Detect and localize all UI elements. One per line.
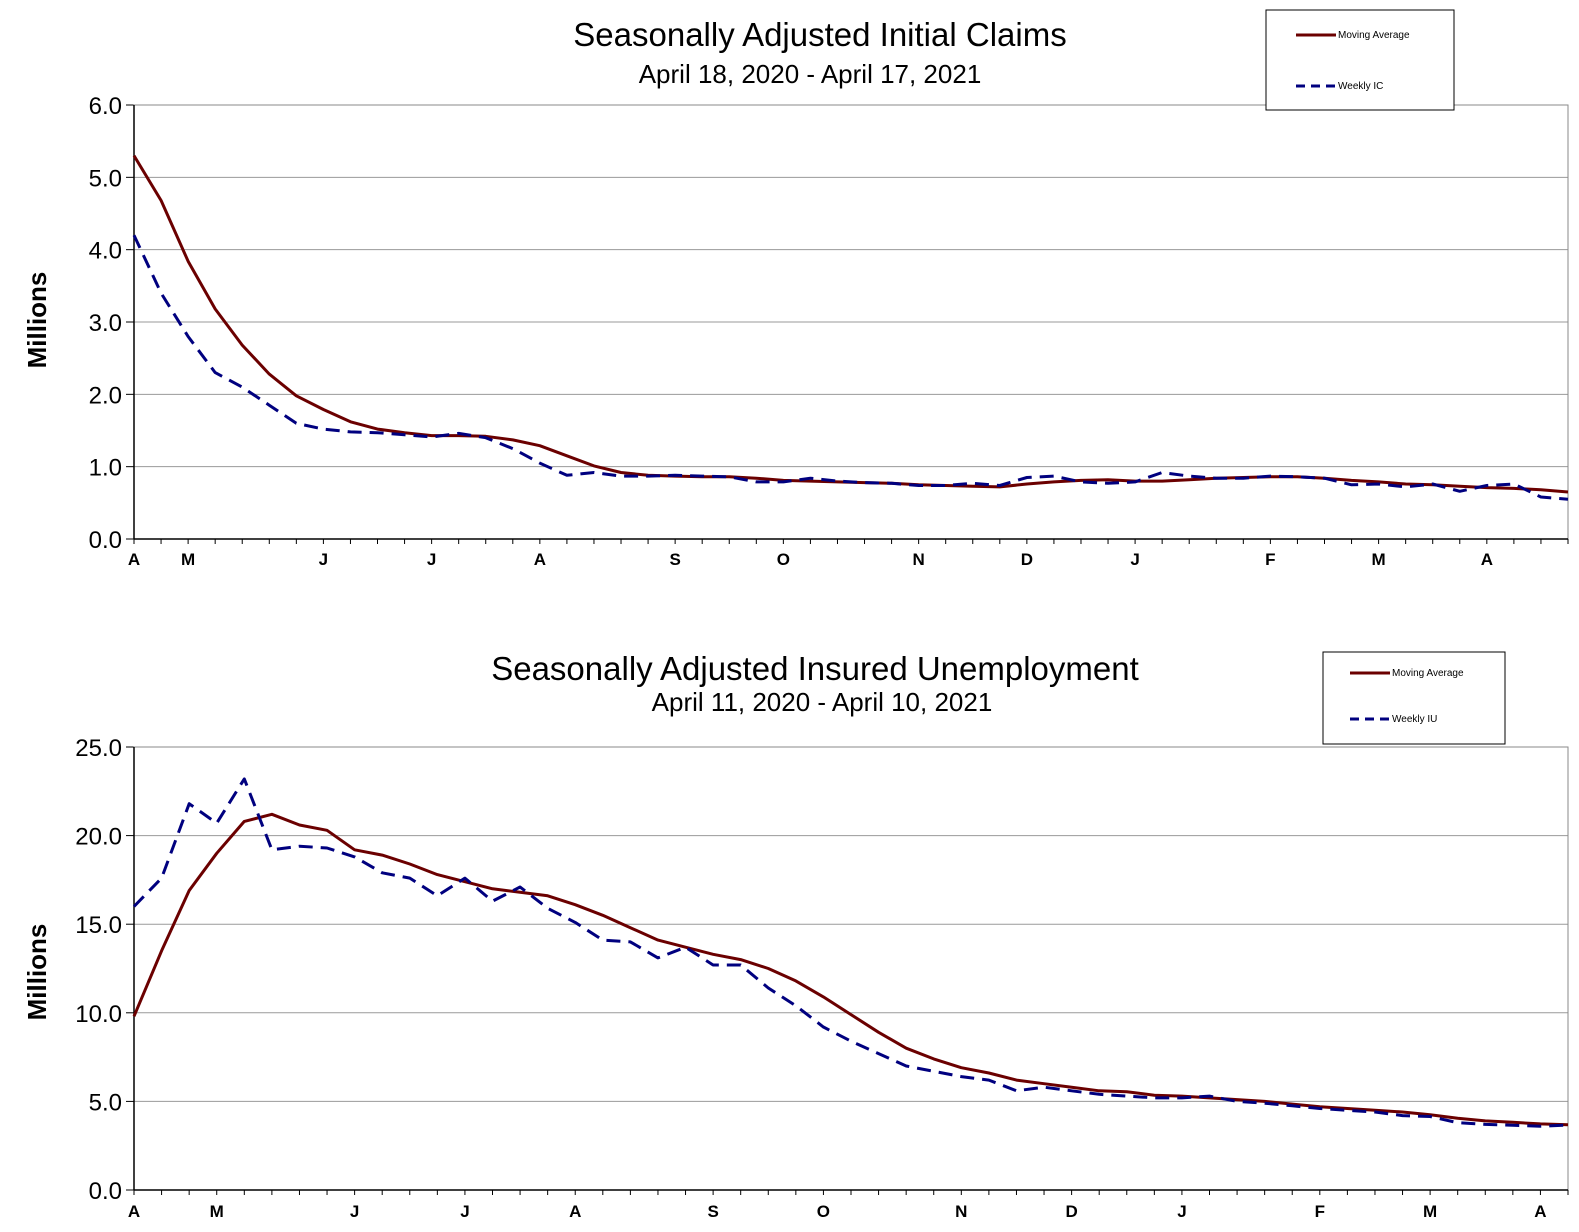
x-tick-label: A	[128, 1202, 140, 1221]
y-tick-label: 20.0	[75, 824, 122, 851]
y-tick-label: 0.0	[89, 527, 122, 554]
y-tick-label: 5.0	[89, 1089, 122, 1116]
x-tick-label: J	[319, 550, 328, 569]
plot-area: 0.0 5.0 10.0 15.0 20.0 25.0 A M J J A S O N D J F M A	[75, 735, 1569, 1221]
y-tick-label: 2.0	[89, 382, 122, 409]
x-tick-label: S	[707, 1202, 718, 1221]
series-line-weekly-iu	[132, 777, 1569, 1128]
y-tick-label: 25.0	[75, 735, 122, 762]
x-tick-label: J	[427, 550, 436, 569]
x-tick-label: N	[955, 1202, 967, 1221]
x-tick-label: J	[460, 1202, 469, 1221]
x-tick-label: D	[1065, 1202, 1077, 1221]
y-tick-label: 10.0	[75, 1001, 122, 1028]
y-tick-label: 3.0	[89, 310, 122, 337]
x-tick-label: M	[1423, 1202, 1437, 1221]
x-tick-label: A	[1481, 550, 1493, 569]
plot-frame	[133, 746, 1569, 1191]
series-line-moving-average	[132, 812, 1569, 1127]
x-tick-label: A	[128, 550, 140, 569]
x-tick-label: A	[534, 550, 546, 569]
x-tick-label: J	[1177, 1202, 1186, 1221]
x-tick-label: J	[1130, 550, 1139, 569]
x-tick-label: A	[569, 1202, 581, 1221]
x-tick-label: A	[1534, 1202, 1546, 1221]
insured-unemployment-svg: 0.0 5.0 10.0 15.0 20.0 25.0 A M J J A S O N D J F M A Seas…	[22, 650, 1569, 1221]
chart-title: Seasonally Adjusted Insured Unemployment	[491, 650, 1139, 687]
plot-area: 0.0 1.0 2.0 3.0 4.0 5.0 6.0 A M J J A S O N D J F M A	[89, 93, 1569, 569]
series-line-moving-average	[132, 154, 1569, 494]
y-tick-label: 0.0	[89, 1178, 122, 1205]
y-tick-label: 4.0	[89, 238, 122, 265]
x-tick-label: O	[817, 1202, 830, 1221]
legend-label-moving-average: Moving Average	[1338, 30, 1410, 41]
insured-unemployment-chart: 0.0 5.0 10.0 15.0 20.0 25.0 A M J J A S O N D J F M A Seas…	[0, 640, 1579, 1232]
x-tick-label: N	[913, 550, 925, 569]
x-tick-label: S	[669, 550, 680, 569]
legend: Moving Average Weekly IC	[1265, 9, 1455, 111]
x-tick-label: F	[1265, 550, 1275, 569]
initial-claims-chart: 0.0 1.0 2.0 3.0 4.0 5.0 6.0 A M J J A S O N D J F M A Seaso…	[0, 0, 1579, 600]
legend-box	[1265, 9, 1455, 111]
x-tick-label: F	[1315, 1202, 1325, 1221]
y-tick-label: 5.0	[89, 165, 122, 192]
x-tick-label: M	[1372, 550, 1386, 569]
legend-label-weekly-ic: Weekly IC	[1338, 81, 1383, 92]
legend-label-weekly-iu: Weekly IU	[1392, 714, 1437, 725]
legend-box	[1322, 651, 1506, 745]
y-axis-label: Millions	[22, 924, 52, 1021]
x-tick-label: O	[777, 550, 790, 569]
series-line-weekly-ic	[132, 234, 1569, 501]
y-tick-label: 6.0	[89, 93, 122, 120]
legend: Moving Average Weekly IU	[1322, 651, 1506, 745]
chart-title: Seasonally Adjusted Initial Claims	[573, 16, 1066, 53]
x-tick-label: J	[350, 1202, 359, 1221]
chart-subtitle: April 18, 2020 - April 17, 2021	[639, 59, 982, 89]
x-tick-label: M	[181, 550, 195, 569]
x-tick-label: M	[210, 1202, 224, 1221]
y-tick-label: 1.0	[89, 455, 122, 482]
legend-label-moving-average: Moving Average	[1392, 668, 1464, 679]
y-axis-label: Millions	[22, 272, 52, 369]
initial-claims-svg: 0.0 1.0 2.0 3.0 4.0 5.0 6.0 A M J J A S O N D J F M A Seaso…	[22, 9, 1569, 569]
y-tick-label: 15.0	[75, 912, 122, 939]
chart-subtitle: April 11, 2020 - April 10, 2021	[652, 687, 993, 717]
x-tick-label: D	[1021, 550, 1033, 569]
